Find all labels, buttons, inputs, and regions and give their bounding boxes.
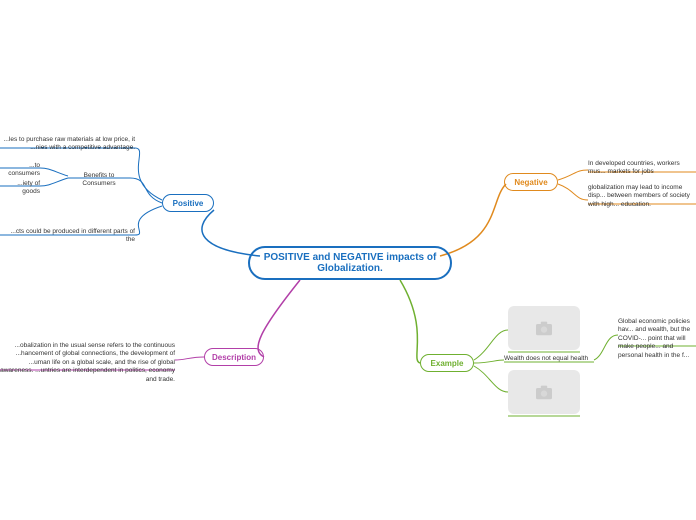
positive-leaf-benefits: Benefits to Consumers [68,172,130,189]
negative-node[interactable]: Negative [504,173,558,191]
positive-leaf-1: ...les to purchase raw materials at low … [0,136,135,153]
positive-leaf-2a: ...to consumers [0,162,40,179]
example-node[interactable]: Example [420,354,474,372]
center-node[interactable]: POSITIVE and NEGATIVE impacts of Globali… [248,246,452,280]
example-leaf-label: Wealth does not equal health [504,355,594,363]
camera-icon [534,320,554,336]
negative-leaf-2: globalization may lead to income disp...… [588,184,696,209]
description-leaf: ...obalization in the usual sense refers… [0,342,175,384]
negative-leaf-1: In developed countries, workers mus... m… [588,160,696,177]
negative-label: Negative [514,178,547,187]
positive-node[interactable]: Positive [162,194,214,212]
description-label: Description [212,353,256,362]
example-label: Example [431,359,464,368]
positive-leaf-3: ...cts could be produced in different pa… [0,228,135,245]
positive-label: Positive [173,199,204,208]
description-node[interactable]: Description [204,348,264,366]
camera-icon [534,384,554,400]
example-image-1 [508,306,580,350]
example-image-2 [508,370,580,414]
example-leaf-text: Global economic policies hav... and weal… [618,318,696,360]
center-label: POSITIVE and NEGATIVE impacts of Globali… [250,252,450,274]
positive-leaf-2b: ...iety of goods [0,180,40,197]
